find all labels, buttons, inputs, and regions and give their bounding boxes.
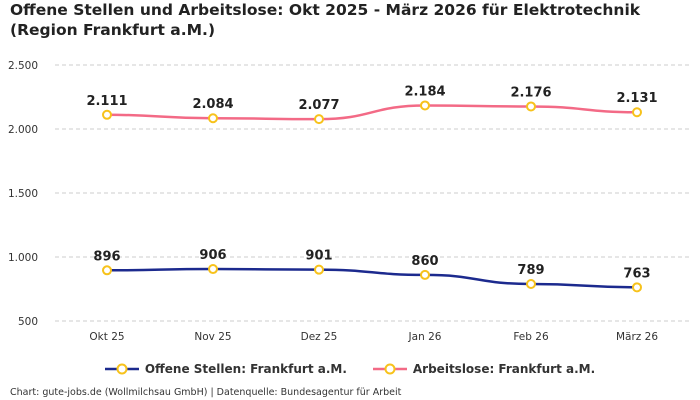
data-point xyxy=(102,265,112,276)
y-tick-label: 1.500 xyxy=(8,188,38,200)
data-label: 789 xyxy=(517,263,544,278)
data-point xyxy=(526,101,536,112)
data-point xyxy=(420,269,430,280)
data-point xyxy=(314,114,324,125)
data-label: 906 xyxy=(199,248,226,263)
source-footer: Chart: gute-jobs.de (Wollmilchsau GmbH) … xyxy=(10,387,402,398)
data-label: 2.131 xyxy=(616,91,657,106)
x-tick-label: März 26 xyxy=(616,331,658,343)
legend: Offene Stellen: Frankfurt a.M. Arbeitslo… xyxy=(0,362,700,376)
data-point xyxy=(208,264,218,275)
data-point xyxy=(208,113,218,124)
legend-swatch-icon xyxy=(104,363,139,375)
data-label: 896 xyxy=(93,249,120,264)
data-point xyxy=(526,279,536,290)
data-label: 2.084 xyxy=(192,97,233,112)
data-label: 901 xyxy=(305,249,332,264)
x-tick-label: Feb 26 xyxy=(513,331,549,343)
legend-label: Arbeitslose: Frankfurt a.M. xyxy=(412,362,596,376)
y-tick-label: 2.500 xyxy=(8,60,38,72)
data-label: 2.111 xyxy=(86,94,127,109)
x-tick-label: Nov 25 xyxy=(194,331,231,343)
legend-swatch-icon xyxy=(372,363,407,375)
series-line-0 xyxy=(106,267,638,289)
data-label: 2.176 xyxy=(510,85,551,100)
data-point xyxy=(314,264,324,275)
legend-item-arbeitslose[interactable]: Arbeitslose: Frankfurt a.M. xyxy=(372,362,596,376)
data-point xyxy=(420,100,430,111)
y-tick-label: 2.000 xyxy=(8,124,38,136)
data-point xyxy=(632,282,642,293)
data-label: 2.077 xyxy=(298,98,339,113)
x-tick-label: Dez 25 xyxy=(301,331,338,343)
legend-item-offene-stellen[interactable]: Offene Stellen: Frankfurt a.M. xyxy=(104,362,347,376)
x-tick-label: Jan 26 xyxy=(408,331,442,343)
legend-label: Offene Stellen: Frankfurt a.M. xyxy=(144,362,347,376)
data-label: 860 xyxy=(411,254,438,269)
series-line-1 xyxy=(106,104,638,121)
data-label: 2.184 xyxy=(404,84,445,99)
data-label: 763 xyxy=(623,266,650,281)
y-tick-label: 1.000 xyxy=(8,252,38,264)
x-tick-label: Okt 25 xyxy=(89,331,124,343)
data-point xyxy=(632,107,642,118)
data-point xyxy=(102,109,112,120)
chart-title: Offene Stellen und Arbeitslose: Okt 2025… xyxy=(10,1,641,39)
y-tick-label: 500 xyxy=(18,316,38,328)
